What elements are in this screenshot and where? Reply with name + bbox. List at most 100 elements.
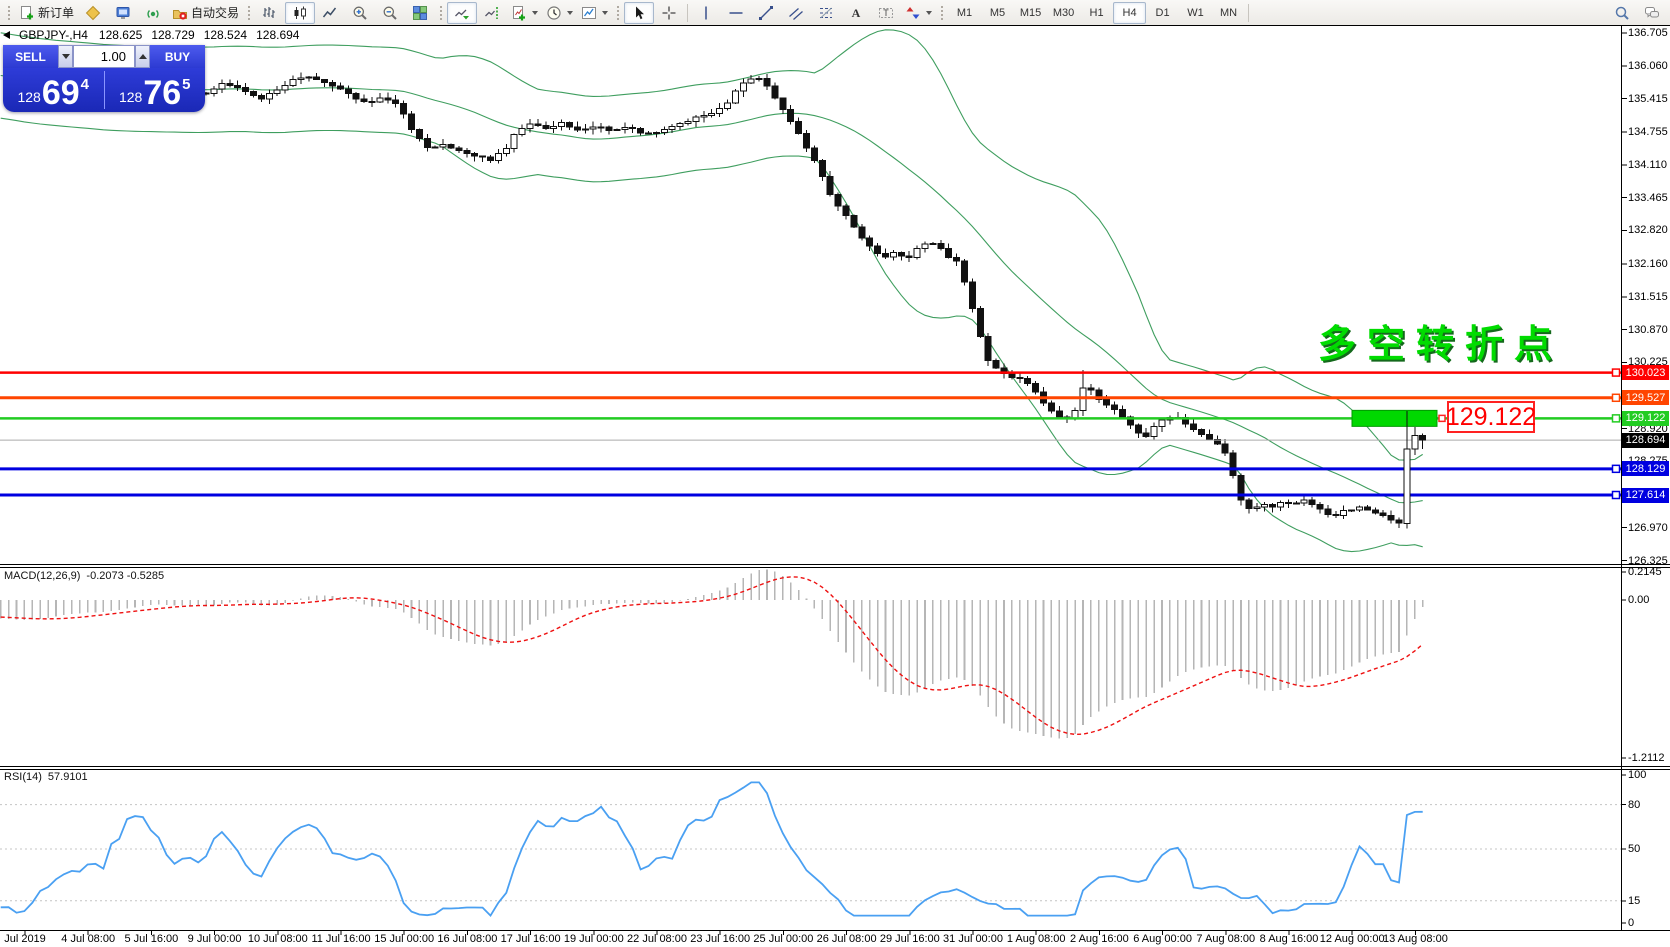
community-button[interactable] [1637, 2, 1667, 24]
fibonacci-icon [818, 5, 834, 21]
signals-icon [145, 5, 161, 21]
hline-price-label: 130.023 [1622, 365, 1669, 381]
timeframe-button-m30[interactable]: M30 [1052, 6, 1075, 19]
symbol-close: 128.694 [256, 28, 300, 42]
channel-button[interactable] [781, 2, 811, 24]
market-button[interactable] [108, 2, 138, 24]
timeframe-button-h1[interactable]: H1 [1089, 6, 1104, 19]
toolbar-grip[interactable] [439, 4, 444, 21]
buy-price[interactable]: 128 76 5 [105, 68, 206, 112]
cursor-icon [631, 5, 647, 21]
time-label: 5 Jul 16:00 [124, 933, 179, 945]
symbol-marker-icon [3, 31, 10, 39]
toolbar-grip[interactable] [940, 4, 945, 21]
autotrading-button[interactable]: 自动交易 [168, 2, 243, 24]
time-label: 26 Jul 08:00 [816, 933, 877, 945]
new-order-button[interactable]: 新订单 [15, 2, 78, 24]
toolbar-grip[interactable] [7, 4, 11, 21]
chart-shift-button[interactable] [477, 2, 507, 24]
down-arrow-icon [61, 54, 70, 59]
volume-increase-button[interactable] [135, 45, 150, 68]
autotrading-icon [172, 5, 188, 21]
price-callout-label[interactable]: 129.122 [1446, 401, 1536, 433]
timeframe-button-m1[interactable]: M1 [956, 6, 973, 19]
sell-price[interactable]: 128 69 4 [3, 68, 104, 112]
market-icon [115, 5, 131, 21]
zoom-in-button[interactable] [345, 2, 375, 24]
cursor-button[interactable] [624, 1, 655, 24]
hline-price-label: 129.527 [1622, 390, 1669, 406]
rsi-axis-tick: 15 [1628, 894, 1641, 907]
candlestick-icon [292, 5, 308, 21]
up-arrow-icon [138, 54, 147, 59]
volume-decrease-button[interactable] [58, 45, 73, 68]
sell-button[interactable]: SELL [3, 45, 58, 68]
timeframe-button-d1[interactable]: D1 [1155, 6, 1170, 19]
signals-button[interactable] [138, 2, 168, 24]
vertical-line-button[interactable] [691, 2, 721, 24]
svg-text:A: A [852, 6, 861, 20]
trendline-button[interactable] [751, 2, 781, 24]
hline-price-label: 129.122 [1622, 410, 1669, 426]
text-button[interactable]: A [841, 2, 871, 24]
zoom-out-button[interactable] [375, 2, 405, 24]
price-divider [103, 71, 105, 109]
time-label: 11 Jul 16:00 [311, 933, 371, 945]
periods-dropdown[interactable] [542, 2, 577, 24]
price-tick: 126.325 [1628, 554, 1668, 567]
candlestick-chart-button[interactable] [285, 1, 316, 24]
timeframe-button-mn[interactable]: MN [1219, 6, 1238, 19]
timeframe-button-m15[interactable]: M15 [1019, 6, 1042, 19]
arrows-icon [905, 5, 921, 21]
toolbar-grip[interactable] [616, 4, 621, 21]
time-label: 17 Jul 16:00 [500, 933, 561, 945]
dropdown-caret-icon [567, 10, 574, 15]
time-axis[interactable]: Jul 2019 4 Jul 08:00 5 Jul 16:00 9 Jul 00:0… [0, 932, 1670, 947]
auto-scroll-button[interactable] [447, 1, 478, 24]
text-label-button[interactable]: T [871, 2, 901, 24]
timeframe-button-h4[interactable]: H4 [1113, 1, 1147, 24]
time-label: 12 Aug 00:00 [1319, 933, 1385, 945]
time-label: 22 Jul 08:00 [627, 933, 687, 945]
indicators-icon [511, 5, 527, 21]
line-chart-button[interactable] [315, 2, 345, 24]
metaeditor-button[interactable] [78, 2, 108, 24]
vline-icon [698, 5, 714, 21]
sell-price-big: 69 [41, 74, 80, 112]
new-order-icon [19, 5, 35, 21]
macd-values: -0.2073 -0.5285 [86, 570, 165, 582]
sell-price-sup: 4 [80, 76, 90, 93]
bar-chart-button[interactable] [255, 2, 285, 24]
symbol-title: GBPJPY-,H4 [19, 28, 88, 42]
tile-windows-button[interactable] [405, 2, 435, 24]
trade-panel-prices: 128 69 4 128 76 5 [3, 68, 205, 112]
buy-button[interactable]: BUY [150, 45, 205, 68]
buy-price-big: 76 [143, 74, 182, 112]
text-label-icon: T [878, 5, 894, 21]
price-tick: 130.870 [1628, 323, 1668, 336]
chart-annotation-text[interactable]: 多空转折点 [1318, 324, 1564, 366]
indicators-dropdown[interactable] [507, 2, 542, 24]
symbol-open: 128.625 [98, 28, 143, 42]
price-tick: 126.970 [1628, 521, 1668, 534]
crosshair-button[interactable] [654, 2, 684, 24]
crosshair-icon [661, 5, 677, 21]
arrows-dropdown[interactable] [901, 2, 936, 24]
toolbar-sep [1248, 3, 1250, 22]
time-label: 19 Jul 00:00 [563, 933, 624, 945]
timeframe-button-m5[interactable]: M5 [989, 6, 1006, 19]
timeframe-button-w1[interactable]: W1 [1187, 6, 1204, 19]
search-button[interactable] [1607, 2, 1637, 24]
volume-input[interactable] [73, 45, 135, 68]
horizontal-line-button[interactable] [721, 2, 751, 24]
line-chart-icon [322, 5, 338, 21]
fibonacci-button[interactable] [811, 2, 841, 24]
templates-dropdown[interactable] [577, 2, 612, 24]
symbol-low: 128.524 [203, 28, 248, 42]
macd-name: MACD(12,26,9) [4, 570, 81, 582]
toolbar-grip[interactable] [247, 4, 252, 21]
price-axis[interactable]: 136.705 136.060 135.415 134.755 134.110 133.4… [1622, 25, 1670, 931]
rsi-axis-tick: 50 [1628, 843, 1641, 855]
